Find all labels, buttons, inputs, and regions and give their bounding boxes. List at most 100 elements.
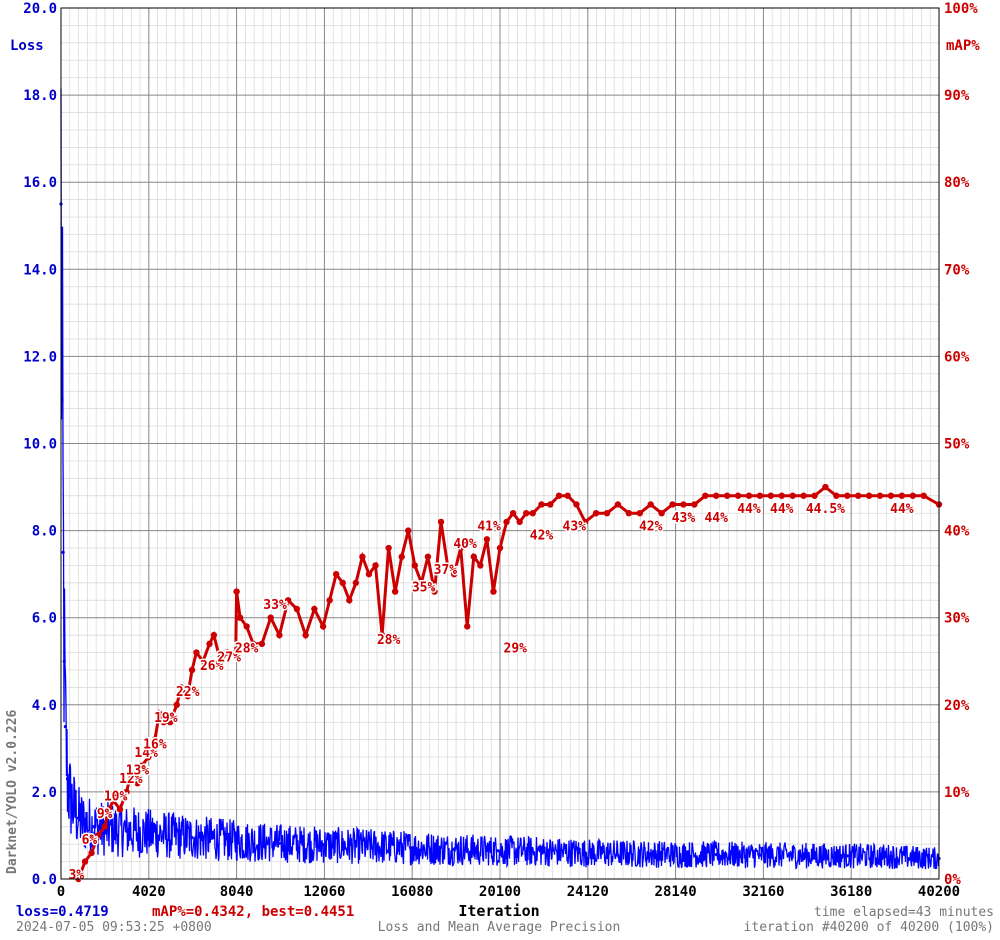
map-point bbox=[523, 509, 530, 517]
map-point bbox=[116, 806, 124, 813]
map-point bbox=[293, 605, 301, 613]
map-point bbox=[411, 562, 419, 569]
map-point bbox=[470, 553, 477, 560]
map-series bbox=[75, 483, 943, 883]
x-tick-label: 12060 bbox=[303, 884, 345, 900]
map-annotation-label: 14% bbox=[134, 746, 158, 761]
map-point bbox=[669, 501, 676, 508]
loss-point bbox=[714, 853, 718, 857]
footer-time-elapsed: time elapsed=43 minutes bbox=[814, 905, 994, 920]
footer-timestamp: 2024-07-05 09:53:25 +0800 bbox=[16, 920, 212, 935]
map-point bbox=[110, 797, 117, 804]
x-axis-title: Iteration bbox=[458, 902, 539, 920]
map-point bbox=[332, 570, 340, 578]
loss-line bbox=[60, 88, 940, 870]
map-point bbox=[405, 527, 412, 534]
y-tick-label-right: 90% bbox=[944, 88, 970, 104]
loss-point bbox=[124, 829, 129, 833]
map-point bbox=[477, 562, 484, 569]
map-point bbox=[909, 492, 916, 499]
map-point bbox=[734, 492, 742, 499]
y-tick-label-right: 20% bbox=[944, 698, 970, 714]
map-point bbox=[822, 483, 829, 491]
map-annotation-label: 44% bbox=[737, 502, 761, 517]
map-point bbox=[496, 544, 504, 552]
map-point bbox=[151, 736, 159, 743]
map-annotation-label: 6% bbox=[82, 833, 98, 848]
map-point bbox=[145, 753, 152, 761]
map-annotation-label: 44% bbox=[770, 502, 794, 517]
map-point bbox=[127, 771, 135, 778]
plot-frame bbox=[60, 7, 940, 880]
map-point bbox=[359, 553, 366, 560]
footer-map: mAP%=0.4342, best=0.4451 bbox=[152, 904, 354, 920]
map-point bbox=[326, 597, 333, 604]
loss-point bbox=[190, 836, 194, 840]
y-tick-label-right: 60% bbox=[944, 349, 970, 365]
loss-point bbox=[277, 841, 282, 845]
map-point bbox=[614, 501, 622, 508]
map-point bbox=[636, 509, 643, 517]
map-point bbox=[833, 492, 840, 499]
map-annotation-label: 3% bbox=[68, 868, 84, 883]
map-point bbox=[123, 788, 130, 796]
map-point bbox=[177, 684, 185, 691]
map-point bbox=[398, 553, 405, 560]
map-point bbox=[88, 849, 95, 857]
map-point bbox=[547, 501, 554, 508]
map-point bbox=[767, 492, 775, 499]
loss-point bbox=[408, 846, 413, 850]
map-point bbox=[437, 518, 445, 526]
y-tick-label-right: 70% bbox=[944, 262, 970, 278]
map-point bbox=[516, 518, 523, 526]
loss-point bbox=[496, 849, 500, 853]
map-point bbox=[745, 492, 753, 499]
map-point bbox=[603, 509, 611, 517]
y-tick-label-left: 0.0 bbox=[32, 872, 57, 888]
map-annotation-label: 26% bbox=[200, 659, 224, 674]
y-tick-label-left: 20.0 bbox=[23, 1, 57, 17]
map-point bbox=[184, 692, 191, 700]
footer-loss: loss=0.4719 bbox=[16, 904, 109, 920]
map-point bbox=[723, 492, 731, 499]
x-tick-label: 28140 bbox=[655, 884, 697, 900]
map-point bbox=[365, 570, 373, 578]
map-point bbox=[564, 492, 571, 499]
map-point bbox=[865, 492, 873, 499]
loss-point bbox=[92, 825, 96, 829]
map-annotation-label: 43% bbox=[672, 511, 696, 526]
map-point bbox=[385, 544, 392, 552]
loss-point bbox=[68, 794, 72, 798]
map-point bbox=[876, 492, 884, 499]
map-annotation-label: 42% bbox=[639, 520, 663, 535]
map-point bbox=[311, 605, 318, 613]
loss-point bbox=[72, 807, 76, 811]
loss-point bbox=[76, 816, 81, 820]
map-annotation-label: 10% bbox=[104, 790, 128, 805]
y-tick-label-left: 6.0 bbox=[32, 611, 57, 627]
map-point bbox=[811, 492, 818, 499]
map-point bbox=[167, 719, 174, 726]
map-point bbox=[217, 658, 224, 665]
map-point bbox=[464, 623, 471, 630]
x-tick-label: 4020 bbox=[132, 884, 166, 900]
map-point bbox=[592, 509, 600, 517]
loss-point bbox=[321, 843, 325, 847]
map-point bbox=[223, 649, 231, 656]
y-tick-label-right: 40% bbox=[944, 524, 970, 540]
map-point bbox=[756, 492, 764, 499]
map-point bbox=[378, 631, 386, 639]
loss-point bbox=[452, 847, 456, 851]
x-tick-label: 16080 bbox=[391, 884, 433, 900]
x-tick-label: 0 bbox=[57, 884, 65, 900]
map-point bbox=[188, 666, 196, 674]
map-point bbox=[529, 509, 536, 517]
y-tick-label-right: 10% bbox=[944, 785, 970, 801]
map-point bbox=[81, 858, 89, 865]
map-point bbox=[680, 501, 687, 508]
loss-point bbox=[539, 849, 544, 854]
map-point bbox=[490, 588, 497, 595]
y-tick-label-left: 10.0 bbox=[23, 437, 57, 453]
map-point bbox=[898, 492, 906, 499]
loss-point bbox=[65, 777, 70, 781]
